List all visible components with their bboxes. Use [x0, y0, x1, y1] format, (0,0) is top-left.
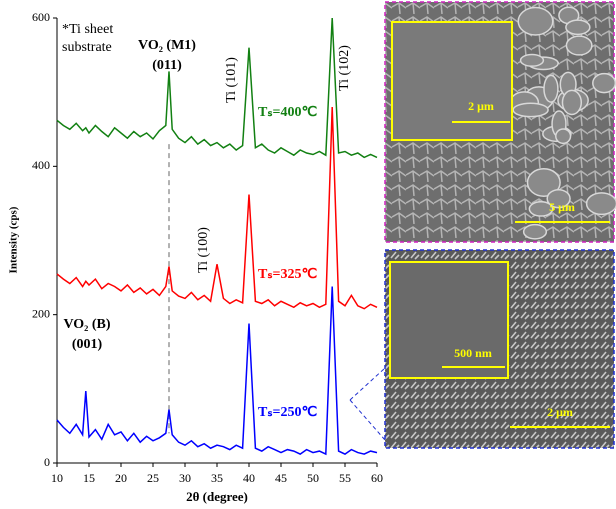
- series-line: [57, 18, 377, 157]
- x-tick-label: 10: [51, 471, 63, 485]
- grain: [593, 74, 616, 93]
- x-tick-label: 25: [147, 471, 159, 485]
- grain: [562, 90, 581, 114]
- x-tick-label: 60: [371, 471, 383, 485]
- grain: [544, 75, 558, 102]
- annotation: (011): [152, 58, 182, 73]
- series-label: Tₛ=250℃: [258, 405, 318, 420]
- y-axis-title: Intensity (cps): [8, 206, 20, 273]
- grain: [556, 129, 571, 143]
- grain: [566, 20, 590, 34]
- x-tick-label: 35: [211, 471, 223, 485]
- series-line: [57, 287, 377, 455]
- annotation: substrate: [62, 40, 112, 55]
- grain: [513, 103, 548, 116]
- x-tick-label: 40: [243, 471, 255, 485]
- scale-label: 500 nm: [454, 346, 492, 360]
- zoom-lines: [350, 368, 385, 440]
- y-tick-label: 0: [44, 455, 50, 469]
- y-tick-label: 200: [32, 306, 50, 320]
- scale-label: 2 μm: [468, 99, 494, 113]
- x-tick-label: 30: [179, 471, 191, 485]
- annotation: (001): [72, 337, 103, 352]
- annotation: Ti (102): [337, 45, 352, 91]
- x-tick-label: 15: [83, 471, 95, 485]
- series-line: [57, 107, 377, 309]
- grain: [518, 8, 553, 35]
- scale-label: 5 μm: [549, 200, 575, 214]
- scale-label: 2 μm: [547, 405, 573, 419]
- x-axis-title: 2θ (degree): [186, 489, 248, 504]
- y-tick-label: 600: [32, 10, 50, 24]
- x-tick-label: 55: [339, 471, 351, 485]
- grain: [521, 55, 544, 67]
- y-tick-label: 400: [32, 158, 50, 172]
- grain: [566, 36, 591, 55]
- annotation: Ti (100): [196, 227, 211, 273]
- annotation: Ti (101): [224, 57, 239, 103]
- annotation: VO₂ (B): [63, 317, 110, 332]
- grain: [524, 225, 547, 239]
- series-label: Tₛ=400℃: [258, 105, 318, 120]
- series-label: Tₛ=325℃: [258, 267, 318, 282]
- x-tick-label: 45: [275, 471, 287, 485]
- x-tick-label: 50: [307, 471, 319, 485]
- grain: [587, 193, 616, 215]
- annotation: *Ti sheet: [62, 22, 113, 37]
- sem-images: 2 μm 5 μm 500 nm 2 μm: [350, 2, 616, 448]
- figure: 2 μm 5 μm 500 nm 2 μm 2θ (degree) Intens…: [0, 0, 616, 509]
- x-tick-label: 20: [115, 471, 127, 485]
- inset-bottom: [390, 262, 508, 378]
- annotation: VO₂ (M1): [138, 38, 196, 53]
